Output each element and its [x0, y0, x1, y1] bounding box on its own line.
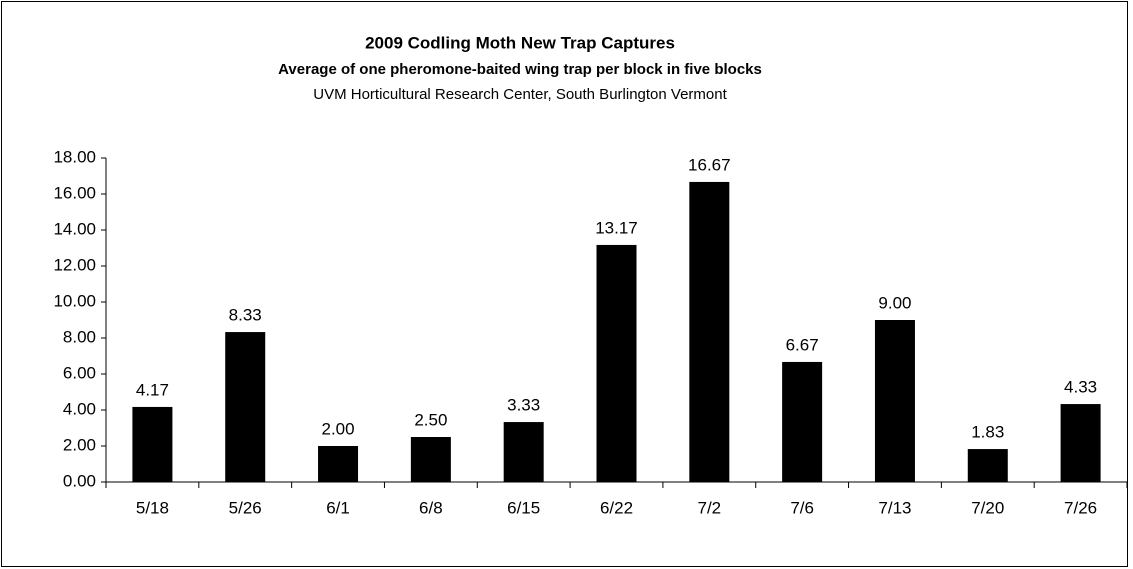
bar [874, 320, 915, 482]
y-tick-label: 8.00 [63, 327, 96, 346]
chart-title: 2009 Codling Moth New Trap Captures [365, 33, 675, 52]
data-label: 13.17 [595, 218, 638, 237]
x-tick-label: 7/13 [878, 498, 911, 517]
data-label: 2.00 [321, 419, 354, 438]
bar [503, 422, 544, 482]
x-tick-label: 6/1 [326, 498, 350, 517]
bar [596, 244, 637, 482]
data-label: 4.33 [1064, 378, 1097, 397]
data-label: 6.67 [786, 335, 819, 354]
y-tick-label: 4.00 [63, 399, 96, 418]
y-tick-label: 6.00 [63, 363, 96, 382]
bar [132, 406, 173, 482]
data-label: 3.33 [507, 396, 540, 415]
x-tick-label: 7/6 [790, 498, 814, 517]
bar [225, 332, 266, 482]
chart-caption: UVM Horticultural Research Center, South… [313, 86, 727, 103]
bar [967, 449, 1008, 482]
data-label: 4.17 [136, 380, 169, 399]
data-label: 2.50 [414, 410, 447, 429]
bar [318, 446, 359, 482]
x-tick-label: 6/8 [419, 498, 443, 517]
x-tick-label: 7/26 [1064, 498, 1097, 517]
x-tick-label: 7/20 [971, 498, 1004, 517]
bar [410, 437, 451, 482]
y-tick-label: 10.00 [53, 291, 96, 310]
data-label: 16.67 [688, 155, 731, 174]
bar [689, 181, 730, 482]
chart-subtitle: Average of one pheromone-baited wing tra… [278, 61, 762, 78]
y-tick-label: 2.00 [63, 435, 96, 454]
bar [782, 361, 823, 482]
y-tick-label: 18.00 [53, 147, 96, 166]
x-tick-label: 7/2 [697, 498, 721, 517]
x-tick-label: 5/26 [229, 498, 262, 517]
data-label: 1.83 [971, 423, 1004, 442]
x-tick-label: 6/15 [507, 498, 540, 517]
y-tick-label: 0.00 [63, 471, 96, 490]
y-tick-label: 12.00 [53, 255, 96, 274]
x-tick-label: 5/18 [136, 498, 169, 517]
data-label: 9.00 [878, 293, 911, 312]
data-label: 8.33 [229, 306, 262, 325]
y-tick-label: 14.00 [53, 219, 96, 238]
x-tick-label: 6/22 [600, 498, 633, 517]
bar [1060, 404, 1101, 482]
y-tick-label: 16.00 [53, 183, 96, 202]
